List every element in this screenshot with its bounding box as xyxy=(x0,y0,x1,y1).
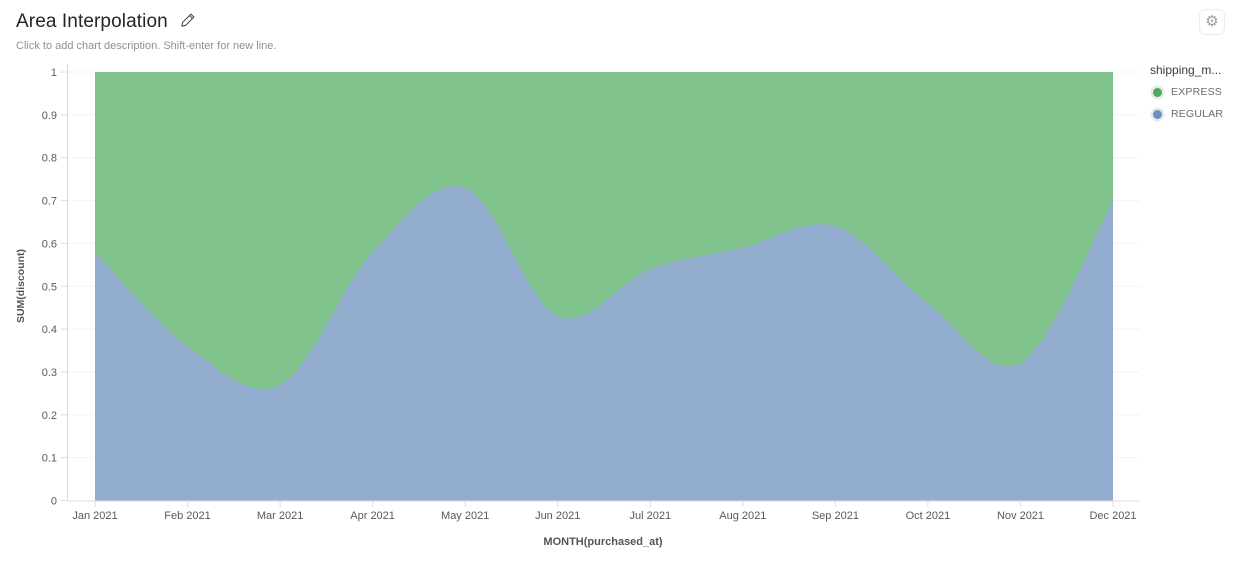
x-tick-label: May 2021 xyxy=(441,510,489,522)
chart-description-placeholder[interactable]: Click to add chart description. Shift-en… xyxy=(16,40,277,52)
x-tick-label: Oct 2021 xyxy=(906,510,951,522)
legend-item-label: REGULAR xyxy=(1171,108,1224,120)
x-tick-label: Mar 2021 xyxy=(257,510,303,522)
legend: shipping_m... EXPRESS REGULAR xyxy=(1150,63,1238,130)
page-title[interactable]: Area Interpolation xyxy=(16,10,168,32)
gear-icon: ⚙ xyxy=(1205,13,1219,30)
series-regular-area xyxy=(95,186,1113,501)
legend-item-label: EXPRESS xyxy=(1171,86,1223,98)
x-tick-label: Jun 2021 xyxy=(535,510,580,522)
edit-title-button[interactable] xyxy=(178,10,198,33)
y-tick-label: 0.8 xyxy=(42,153,57,165)
y-tick-label: 1 xyxy=(51,67,57,79)
express-color-dot xyxy=(1153,87,1162,97)
regular-color-dot xyxy=(1153,109,1162,119)
y-tick-label: 0.6 xyxy=(42,238,57,250)
chart-header: Area Interpolation Click to add chart de… xyxy=(16,10,277,53)
y-axis-title: SUM(discount) xyxy=(15,249,27,323)
y-tick-label: 0.3 xyxy=(42,367,57,379)
legend-item-regular[interactable]: REGULAR xyxy=(1150,108,1238,120)
x-tick-label: Aug 2021 xyxy=(719,510,766,522)
legend-title: shipping_m... xyxy=(1150,63,1222,77)
chart-canvas[interactable]: 0 0.1 0.2 0.3 0.4 0.5 0.6 0.7 0.8 0.9 1 Jan 2021 Feb… xyxy=(0,60,1145,562)
x-tick-label: Feb 2021 xyxy=(164,510,210,522)
y-tick-label: 0.1 xyxy=(42,453,57,465)
x-tick-label: Apr 2021 xyxy=(350,510,395,522)
y-tick-label: 0.5 xyxy=(42,281,57,293)
legend-item-express[interactable]: EXPRESS xyxy=(1150,86,1238,98)
x-axis-title: MONTH(purchased_at) xyxy=(543,536,663,548)
y-tick-label: 0.7 xyxy=(42,196,57,208)
settings-button[interactable]: ⚙ xyxy=(1199,9,1225,35)
x-tick-label: Sep 2021 xyxy=(812,510,859,522)
y-tick-label: 0.4 xyxy=(42,324,57,336)
y-tick-label: 0 xyxy=(51,496,57,508)
y-tick-label: 0.2 xyxy=(42,410,57,422)
y-tick-label: 0.9 xyxy=(42,110,57,122)
x-tick-label: Nov 2021 xyxy=(997,510,1044,522)
x-tick-label: Jan 2021 xyxy=(72,510,117,522)
x-tick-label: Jul 2021 xyxy=(630,510,672,522)
pencil-icon xyxy=(180,12,196,31)
x-tick-label: Dec 2021 xyxy=(1089,510,1136,522)
